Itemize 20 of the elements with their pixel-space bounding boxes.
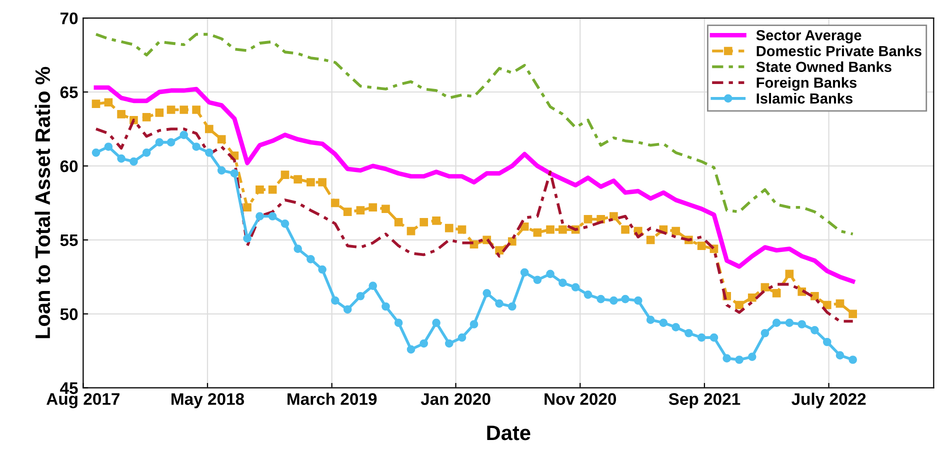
x-tick-label: Nov 2020 bbox=[544, 393, 616, 405]
y-axis-title: Loan to Total Asset Ratio % bbox=[34, 66, 50, 338]
x-tick-label: Sep 2021 bbox=[668, 393, 740, 408]
x-axis-title: Date bbox=[487, 426, 530, 440]
legend-label: Domestic Private Banks bbox=[756, 46, 922, 56]
x-tick-label: May 2018 bbox=[172, 393, 244, 408]
y-tick-label: 70 bbox=[60, 12, 78, 24]
legend-label: Foreign Banks bbox=[756, 77, 857, 91]
legend-label: State Owned Banks bbox=[756, 61, 892, 72]
legend-label: Sector Average bbox=[756, 30, 862, 44]
x-tick-label: Aug 2017 bbox=[46, 393, 120, 408]
legend-label: Islamic Banks bbox=[756, 92, 853, 104]
x-tick-label: July 2022 bbox=[792, 392, 866, 408]
y-tick-label: 45 bbox=[60, 382, 78, 394]
y-tick-label: 50 bbox=[60, 308, 78, 320]
y-tick-label: 65 bbox=[60, 86, 78, 98]
y-tick-label: 60 bbox=[60, 160, 78, 172]
x-tick-label: March 2019 bbox=[288, 392, 377, 405]
x-tick-label: Jan 2020 bbox=[420, 393, 490, 405]
y-tick-label: 55 bbox=[60, 234, 78, 246]
